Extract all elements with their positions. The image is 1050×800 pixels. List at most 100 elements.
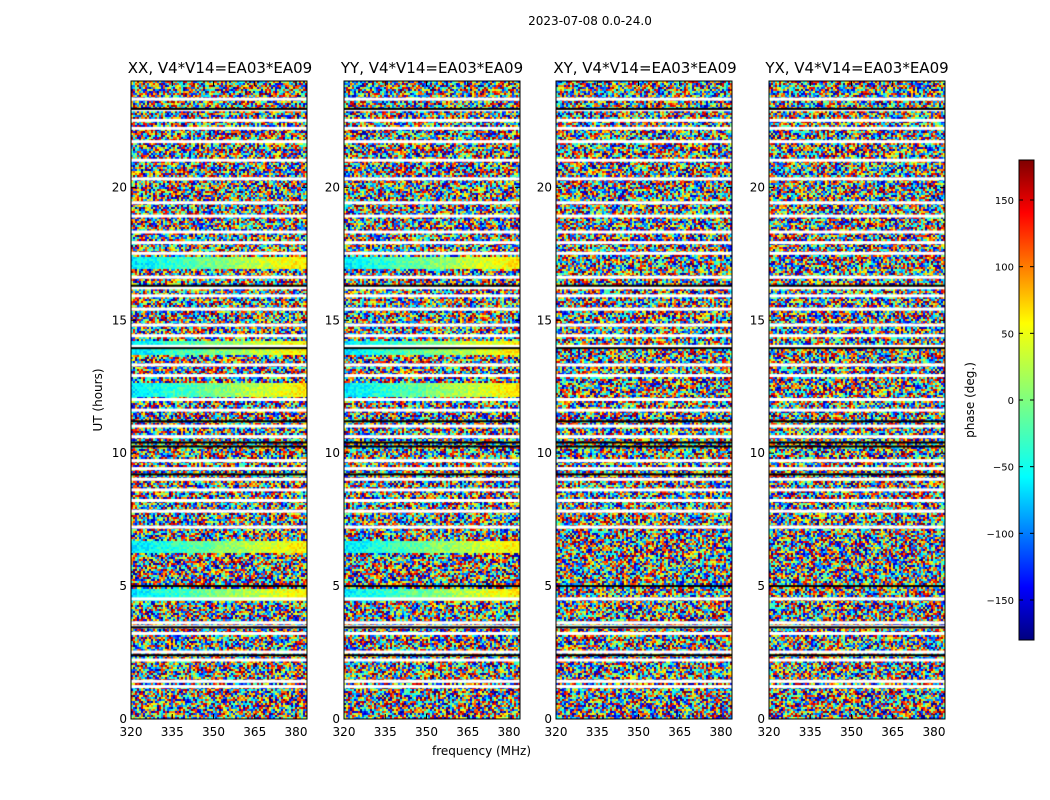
x-tick-label: 335 <box>586 725 609 739</box>
x-tick-label: 320 <box>120 725 143 739</box>
x-tick-1-320: 320 <box>333 81 356 739</box>
x-tick-3-320: 320 <box>758 81 781 739</box>
colorbar-tick-label: −100 <box>987 529 1014 540</box>
y-tick-label: 5 <box>757 579 765 593</box>
x-tick-0-335: 335 <box>161 81 184 739</box>
y-tick-label: 5 <box>332 579 340 593</box>
panel-0: 0 5 10 15 20 320 335 350 365 380 <box>112 80 308 739</box>
colorbar-tick-label: −150 <box>987 596 1014 607</box>
y-tick-label: 15 <box>112 313 127 327</box>
x-tick-2-365: 365 <box>668 81 691 739</box>
panel-1: 0 5 10 15 20 320 335 350 365 380 <box>325 80 521 739</box>
x-tick-label: 365 <box>668 725 691 739</box>
y-tick-1-15: 15 <box>325 313 520 327</box>
x-tick-1-335: 335 <box>374 81 397 739</box>
x-tick-1-365: 365 <box>456 81 479 739</box>
x-tick-label: 320 <box>758 725 781 739</box>
x-tick-label: 365 <box>456 725 479 739</box>
y-tick-label: 20 <box>537 180 552 194</box>
y-tick-3-10: 10 <box>750 446 945 460</box>
x-tick-2-350: 350 <box>627 81 650 739</box>
y-tick-label: 10 <box>537 446 552 460</box>
x-tick-label: 350 <box>202 725 225 739</box>
x-tick-label: 350 <box>627 725 650 739</box>
x-tick-label: 350 <box>415 725 438 739</box>
y-tick-3-20: 20 <box>750 180 945 194</box>
x-tick-0-320: 320 <box>120 81 143 739</box>
x-tick-label: 335 <box>799 725 822 739</box>
x-tick-3-350: 350 <box>840 81 863 739</box>
x-axis-label: frequency (MHz) <box>432 744 532 758</box>
y-tick-label: 5 <box>544 579 552 593</box>
x-tick-2-335: 335 <box>586 81 609 739</box>
y-tick-0-20: 20 <box>112 180 307 194</box>
x-tick-1-380: 380 <box>498 81 521 739</box>
y-tick-2-10: 10 <box>537 446 732 460</box>
x-tick-label: 335 <box>374 725 397 739</box>
y-tick-label: 5 <box>119 579 127 593</box>
x-tick-0-380: 380 <box>285 81 308 739</box>
x-tick-3-380: 380 <box>923 81 946 739</box>
y-tick-2-15: 15 <box>537 313 732 327</box>
y-tick-label: 20 <box>112 180 127 194</box>
y-tick-1-5: 5 <box>332 579 520 593</box>
x-tick-label: 320 <box>333 725 356 739</box>
y-tick-0-5: 5 <box>119 579 307 593</box>
y-tick-3-5: 5 <box>757 579 945 593</box>
y-tick-label: 15 <box>325 313 340 327</box>
x-tick-3-365: 365 <box>881 81 904 739</box>
x-tick-label: 350 <box>840 725 863 739</box>
panel-2: 0 5 10 15 20 320 335 350 365 380 <box>537 80 733 739</box>
y-tick-label: 20 <box>750 180 765 194</box>
y-tick-2-20: 20 <box>537 180 732 194</box>
panel-title-yy: YY, V4*V14=EA03*EA09 <box>340 59 524 77</box>
colorbar-tick-label: 100 <box>995 263 1014 274</box>
colorbar-label: phase (deg.) <box>963 362 977 438</box>
x-tick-label: 380 <box>923 725 946 739</box>
x-tick-label: 365 <box>881 725 904 739</box>
y-axis-label: UT (hours) <box>91 368 105 432</box>
y-tick-2-5: 5 <box>544 579 732 593</box>
x-tick-1-350: 350 <box>415 81 438 739</box>
y-tick-3-15: 15 <box>750 313 945 327</box>
x-tick-label: 335 <box>161 725 184 739</box>
colorbar-tick-label: −50 <box>993 463 1014 474</box>
y-tick-label: 15 <box>750 313 765 327</box>
panel-frame-3 <box>768 80 946 720</box>
x-tick-0-350: 350 <box>202 81 225 739</box>
y-tick-label: 0 <box>757 712 765 726</box>
y-tick-label: 0 <box>332 712 340 726</box>
x-tick-label: 380 <box>285 725 308 739</box>
y-tick-0-0: 0 <box>119 712 307 726</box>
y-tick-label: 0 <box>119 712 127 726</box>
heatmap-image-2 <box>556 81 732 719</box>
panel-frame-0 <box>130 80 308 720</box>
x-tick-0-365: 365 <box>243 81 266 739</box>
x-tick-label: 380 <box>498 725 521 739</box>
colorbar-tick-label: 150 <box>995 196 1014 207</box>
heatmap-image-3 <box>769 81 945 719</box>
x-tick-label: 365 <box>243 725 266 739</box>
heatmap-image-1 <box>344 81 520 719</box>
y-tick-0-10: 10 <box>112 446 307 460</box>
x-tick-label: 380 <box>710 725 733 739</box>
panel-frame-2 <box>555 80 733 720</box>
figure-title: 2023-07-08 0.0-24.0 <box>528 14 652 28</box>
x-tick-2-380: 380 <box>710 81 733 739</box>
colorbar-tick-label: 0 <box>1008 396 1014 407</box>
y-tick-2-0: 0 <box>544 712 732 726</box>
x-tick-label: 320 <box>545 725 568 739</box>
y-tick-1-10: 10 <box>325 446 520 460</box>
y-tick-0-15: 15 <box>112 313 307 327</box>
y-tick-1-0: 0 <box>332 712 520 726</box>
y-tick-3-0: 0 <box>757 712 945 726</box>
y-tick-label: 15 <box>537 313 552 327</box>
y-tick-label: 20 <box>325 180 340 194</box>
y-tick-label: 10 <box>750 446 765 460</box>
y-tick-1-20: 20 <box>325 180 520 194</box>
x-tick-3-335: 335 <box>799 81 822 739</box>
panel-3: 0 5 10 15 20 320 335 350 365 380 <box>750 80 946 739</box>
heatmap-image-0 <box>131 81 307 719</box>
panel-title-yx: YX, V4*V14=EA03*EA09 <box>765 59 949 77</box>
panel-frame-1 <box>343 80 521 720</box>
